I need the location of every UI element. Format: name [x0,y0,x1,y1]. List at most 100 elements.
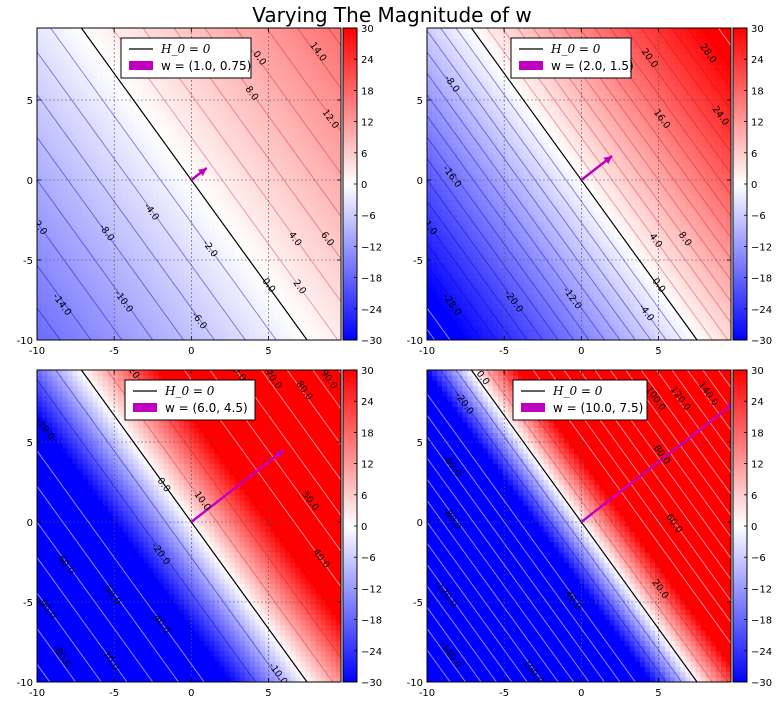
colorbar-tick-label: −12 [751,584,772,595]
w-arrow [190,167,208,181]
contour-line [427,649,451,682]
colorbar-tick-label: −24 [751,647,772,658]
contour-line [671,28,731,110]
subplot-1: -14.0 -10.0-8.0-6.0-4.0-2.00.0 2.02.04.0 6.… [17,24,382,357]
contour-line [702,370,731,410]
contour-line [427,607,482,682]
contour-line [687,370,731,431]
contour-line [427,457,590,682]
axes-frame [36,27,342,341]
legend-label-boundary: H_0 = 0 [550,42,601,56]
contour-line [111,28,339,340]
contour-line [427,73,621,340]
legend: H_0 = 0 w = (1.0, 0.75) [120,37,252,79]
contour-line [37,628,76,682]
x-tick-label: 0 [188,688,194,699]
contour-line [427,94,605,340]
colorbar-tick-label: −12 [361,584,382,595]
x-tick-label: 5 [655,346,661,357]
colorbar-tick-label: −30 [751,678,772,689]
contour-line [427,201,528,340]
contour-line [427,479,575,682]
colorbar: 30 24 18 12 6 0 −6 −12 −18 −24 −30 [342,366,382,689]
x-tick-label: -10 [29,346,45,357]
colorbar-tick-label: 6 [751,149,757,160]
contour-line [37,137,185,340]
colorbar-tick-label: 30 [751,24,764,35]
contour-line [50,28,277,340]
legend-label-w: w = (2.0, 1.5) [551,59,634,73]
y-tick-label: 5 [417,96,423,107]
y-tick-label: -5 [23,256,33,267]
contour-line [687,28,731,89]
contour-line [501,28,729,340]
contour-line [235,28,341,174]
x-tick-label: 0 [578,346,584,357]
w-arrow-head [275,450,284,459]
contour-line [427,500,559,682]
contour-line [37,415,231,682]
contour-line [640,28,731,153]
w-arrow-shaft [580,404,731,523]
contour-line [717,28,731,46]
contour-line [427,628,466,682]
y-tick-label: 5 [417,438,423,449]
colorbar-tick-label: −30 [361,678,382,689]
subplot-2: -8.0-16.01.0-28.0 -20.0 -12.0-4.00.04.0 8.0… [407,24,772,357]
contour-line [427,115,590,340]
contour-line [440,28,667,340]
x-tick-label: 0 [188,346,194,357]
y-tick-label: -5 [413,598,423,609]
subplot-4: 0.0-20.0-60.0-80.0-120.0-140.0-100.0-40.… [407,366,772,699]
axes-frame [36,369,342,683]
contour-line [427,564,513,682]
y-tick-label: -5 [413,256,423,267]
x-tick-label: 5 [265,688,271,699]
contour-line [37,379,257,682]
y-axis: -10 -5 0 5 [407,96,731,347]
legend-label-w: w = (1.0, 0.75) [161,59,251,73]
colorbar-tick-label: 6 [361,149,367,160]
colorbar-tick-label: −6 [361,211,376,222]
y-tick-label: -5 [23,598,33,609]
contour-line [266,28,341,132]
x-tick-label: 0 [578,688,584,699]
contour-line [427,265,482,340]
legend-box [124,379,256,421]
colorbar-tick-label: −24 [361,305,382,316]
colorbar-tick-label: 0 [751,180,757,191]
contour-line [427,137,575,340]
legend-label-boundary: H_0 = 0 [160,42,211,56]
x-axis: -10 -5 0 5 [419,370,662,699]
contour-line [486,370,713,682]
grid [427,28,731,340]
contour-line [312,370,341,410]
colorbar-tick-label: 12 [751,118,764,129]
y-tick-label: 5 [27,438,33,449]
colorbar-tick-label: −18 [751,274,772,285]
colorbar-tick-label: 6 [751,491,757,502]
y-tick-label: -10 [17,678,33,689]
x-tick-label: -5 [109,346,119,357]
legend-label-boundary: H_0 = 0 [552,384,603,398]
contour-line [427,30,652,340]
x-tick-label: -5 [109,688,119,699]
x-tick-label: -10 [29,688,45,699]
colorbar-tick-label: −6 [751,211,766,222]
colorbar-tick-label: 0 [361,522,367,533]
y-tick-label: 0 [27,176,33,187]
colorbar-tick-label: 18 [361,428,374,439]
x-axis: -10 -5 0 5 [419,28,662,357]
legend-arrow-swatch [129,61,153,70]
legend-box [120,37,252,79]
legend: H_0 = 0 w = (2.0, 1.5) [510,37,634,79]
contour-line [486,28,713,340]
contour-line [427,436,605,682]
contour-line [656,28,731,132]
decision-boundary [80,369,308,683]
grid [37,370,341,682]
y-tick-label: 0 [417,176,423,187]
contour-line [37,222,123,340]
colorbar-tick-label: −6 [751,553,766,564]
